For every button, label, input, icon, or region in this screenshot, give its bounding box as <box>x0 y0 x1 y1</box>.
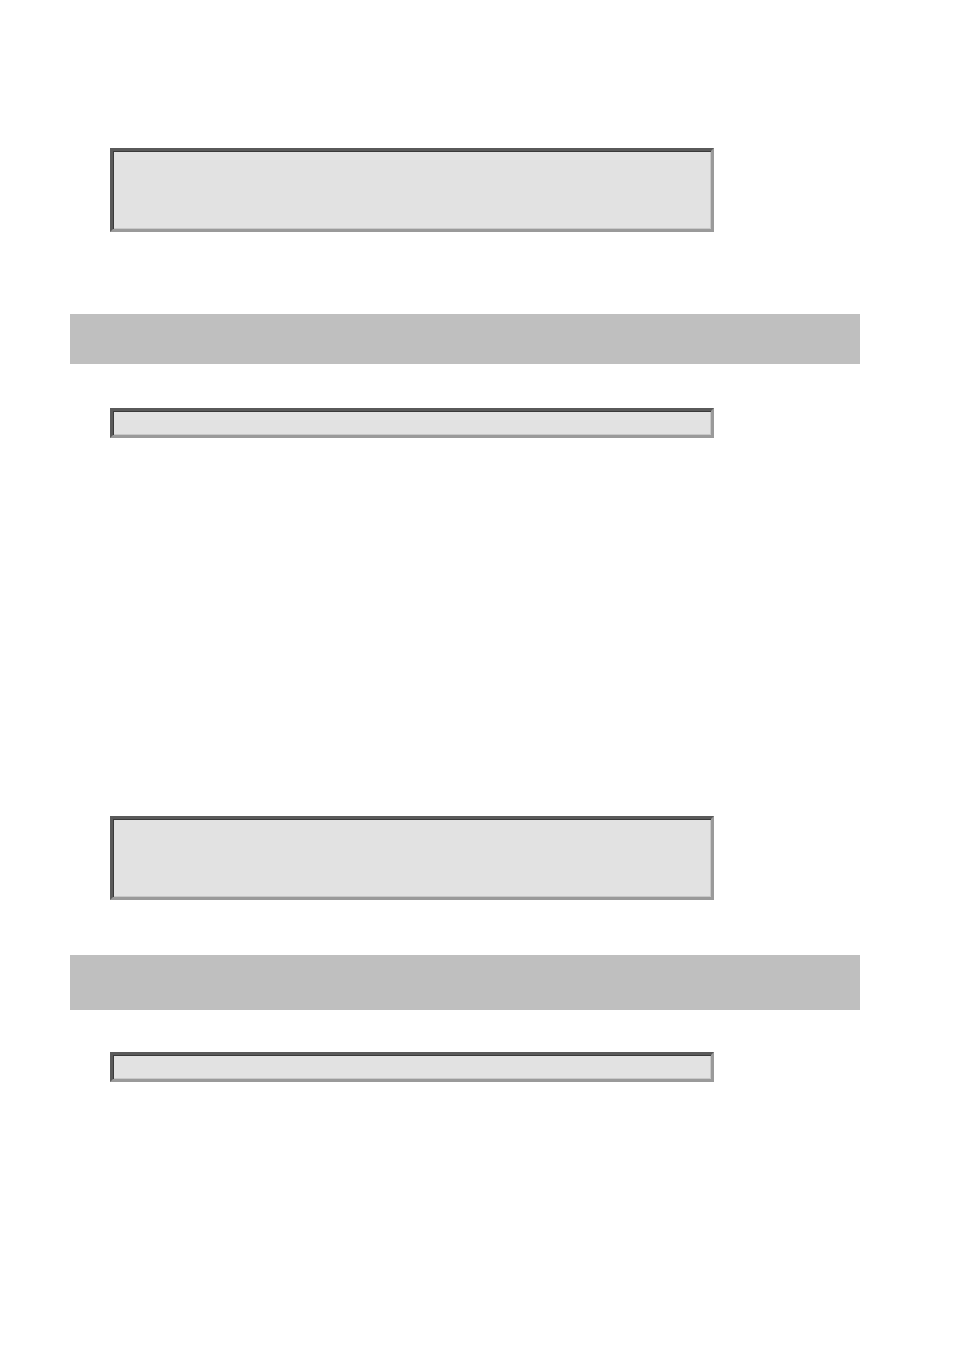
inset-box-4 <box>110 1052 714 1082</box>
page-container <box>0 0 954 1350</box>
inset-box-1 <box>110 148 714 232</box>
inset-box-3 <box>110 816 714 900</box>
bar-1 <box>70 314 860 364</box>
bar-2 <box>70 955 860 1010</box>
inset-box-2 <box>110 408 714 438</box>
